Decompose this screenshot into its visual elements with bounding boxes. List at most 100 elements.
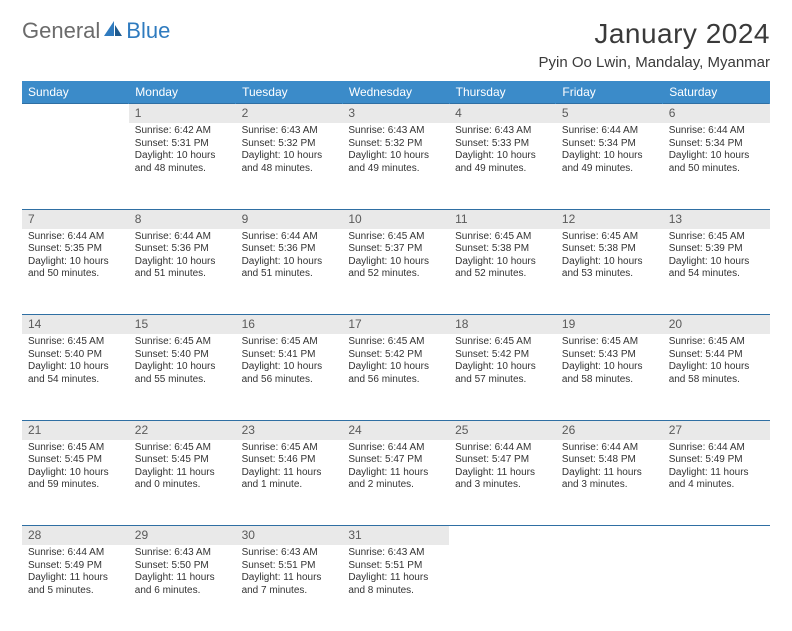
daylight-line1: Daylight: 10 hours <box>242 361 337 374</box>
sunrise-text: Sunrise: 6:45 AM <box>242 442 337 455</box>
sunset-text: Sunset: 5:40 PM <box>28 349 123 362</box>
daylight-line1: Daylight: 11 hours <box>669 467 764 480</box>
sunrise-text: Sunrise: 6:44 AM <box>455 442 550 455</box>
day-cell: Sunrise: 6:43 AMSunset: 5:33 PMDaylight:… <box>449 123 556 209</box>
day-number: 6 <box>663 104 770 124</box>
daylight-line2: and 50 minutes. <box>28 268 123 281</box>
sunrise-text: Sunrise: 6:45 AM <box>135 336 230 349</box>
sunset-text: Sunset: 5:33 PM <box>455 138 550 151</box>
day-number-empty <box>663 526 770 546</box>
content-row: Sunrise: 6:45 AMSunset: 5:45 PMDaylight:… <box>22 440 770 526</box>
sunset-text: Sunset: 5:50 PM <box>135 560 230 573</box>
sunset-text: Sunset: 5:34 PM <box>669 138 764 151</box>
sunrise-text: Sunrise: 6:45 AM <box>669 336 764 349</box>
sunset-text: Sunset: 5:51 PM <box>348 560 443 573</box>
sunset-text: Sunset: 5:48 PM <box>562 454 657 467</box>
day-number-empty <box>22 104 129 124</box>
daylight-line1: Daylight: 10 hours <box>135 256 230 269</box>
day-cell: Sunrise: 6:44 AMSunset: 5:47 PMDaylight:… <box>342 440 449 526</box>
weekday-header: Thursday <box>449 81 556 104</box>
daylight-line1: Daylight: 10 hours <box>562 256 657 269</box>
content-row: Sunrise: 6:45 AMSunset: 5:40 PMDaylight:… <box>22 334 770 420</box>
day-cell: Sunrise: 6:45 AMSunset: 5:39 PMDaylight:… <box>663 229 770 315</box>
daylight-line2: and 49 minutes. <box>562 163 657 176</box>
daylight-line1: Daylight: 11 hours <box>135 467 230 480</box>
day-cell: Sunrise: 6:43 AMSunset: 5:32 PMDaylight:… <box>236 123 343 209</box>
daylight-line2: and 54 minutes. <box>669 268 764 281</box>
day-number: 19 <box>556 315 663 335</box>
calendar-head: SundayMondayTuesdayWednesdayThursdayFrid… <box>22 81 770 104</box>
day-cell: Sunrise: 6:45 AMSunset: 5:42 PMDaylight:… <box>342 334 449 420</box>
sunrise-text: Sunrise: 6:45 AM <box>28 442 123 455</box>
daylight-line1: Daylight: 10 hours <box>348 361 443 374</box>
sunset-text: Sunset: 5:31 PM <box>135 138 230 151</box>
sunset-text: Sunset: 5:39 PM <box>669 243 764 256</box>
day-cell: Sunrise: 6:44 AMSunset: 5:49 PMDaylight:… <box>663 440 770 526</box>
day-cell: Sunrise: 6:44 AMSunset: 5:34 PMDaylight:… <box>556 123 663 209</box>
day-cell: Sunrise: 6:45 AMSunset: 5:45 PMDaylight:… <box>22 440 129 526</box>
daylight-line2: and 48 minutes. <box>135 163 230 176</box>
daylight-line2: and 4 minutes. <box>669 479 764 492</box>
day-number: 13 <box>663 209 770 229</box>
day-number: 8 <box>129 209 236 229</box>
daylight-line2: and 7 minutes. <box>242 585 337 598</box>
content-row: Sunrise: 6:44 AMSunset: 5:49 PMDaylight:… <box>22 545 770 631</box>
daynum-row: 21222324252627 <box>22 420 770 440</box>
title-block: January 2024 Pyin Oo Lwin, Mandalay, Mya… <box>539 18 770 71</box>
day-number: 4 <box>449 104 556 124</box>
location-text: Pyin Oo Lwin, Mandalay, Myanmar <box>539 54 770 71</box>
day-cell: Sunrise: 6:45 AMSunset: 5:40 PMDaylight:… <box>22 334 129 420</box>
content-row: Sunrise: 6:42 AMSunset: 5:31 PMDaylight:… <box>22 123 770 209</box>
day-number: 24 <box>342 420 449 440</box>
daylight-line2: and 51 minutes. <box>242 268 337 281</box>
weekday-row: SundayMondayTuesdayWednesdayThursdayFrid… <box>22 81 770 104</box>
daylight-line1: Daylight: 10 hours <box>28 467 123 480</box>
daylight-line1: Daylight: 10 hours <box>562 361 657 374</box>
sunrise-text: Sunrise: 6:45 AM <box>28 336 123 349</box>
day-number: 27 <box>663 420 770 440</box>
daylight-line1: Daylight: 10 hours <box>242 150 337 163</box>
sunrise-text: Sunrise: 6:45 AM <box>348 336 443 349</box>
day-cell: Sunrise: 6:44 AMSunset: 5:48 PMDaylight:… <box>556 440 663 526</box>
weekday-header: Wednesday <box>342 81 449 104</box>
sunrise-text: Sunrise: 6:45 AM <box>242 336 337 349</box>
sunrise-text: Sunrise: 6:44 AM <box>669 442 764 455</box>
daylight-line2: and 57 minutes. <box>455 374 550 387</box>
day-number: 23 <box>236 420 343 440</box>
daylight-line1: Daylight: 10 hours <box>455 150 550 163</box>
daylight-line1: Daylight: 10 hours <box>669 256 764 269</box>
day-cell: Sunrise: 6:44 AMSunset: 5:36 PMDaylight:… <box>129 229 236 315</box>
daylight-line2: and 53 minutes. <box>562 268 657 281</box>
daynum-row: 14151617181920 <box>22 315 770 335</box>
sunset-text: Sunset: 5:38 PM <box>562 243 657 256</box>
day-number: 26 <box>556 420 663 440</box>
sunset-text: Sunset: 5:51 PM <box>242 560 337 573</box>
daylight-line1: Daylight: 11 hours <box>242 572 337 585</box>
daylight-line1: Daylight: 11 hours <box>562 467 657 480</box>
month-title: January 2024 <box>539 18 770 50</box>
daylight-line1: Daylight: 10 hours <box>562 150 657 163</box>
calendar-body: 123456Sunrise: 6:42 AMSunset: 5:31 PMDay… <box>22 104 770 631</box>
daylight-line1: Daylight: 10 hours <box>348 150 443 163</box>
day-number: 9 <box>236 209 343 229</box>
day-cell: Sunrise: 6:44 AMSunset: 5:47 PMDaylight:… <box>449 440 556 526</box>
daynum-row: 123456 <box>22 104 770 124</box>
daylight-line1: Daylight: 10 hours <box>348 256 443 269</box>
sunrise-text: Sunrise: 6:44 AM <box>28 547 123 560</box>
sunset-text: Sunset: 5:49 PM <box>669 454 764 467</box>
sunrise-text: Sunrise: 6:43 AM <box>242 125 337 138</box>
day-number: 15 <box>129 315 236 335</box>
sunrise-text: Sunrise: 6:45 AM <box>135 442 230 455</box>
daylight-line2: and 5 minutes. <box>28 585 123 598</box>
day-number: 11 <box>449 209 556 229</box>
sunrise-text: Sunrise: 6:44 AM <box>562 125 657 138</box>
day-number: 18 <box>449 315 556 335</box>
day-cell-empty <box>556 545 663 631</box>
sunrise-text: Sunrise: 6:43 AM <box>348 547 443 560</box>
sunset-text: Sunset: 5:36 PM <box>242 243 337 256</box>
daylight-line2: and 58 minutes. <box>562 374 657 387</box>
daylight-line2: and 56 minutes. <box>242 374 337 387</box>
sunrise-text: Sunrise: 6:45 AM <box>348 231 443 244</box>
day-number: 16 <box>236 315 343 335</box>
daylight-line2: and 54 minutes. <box>28 374 123 387</box>
